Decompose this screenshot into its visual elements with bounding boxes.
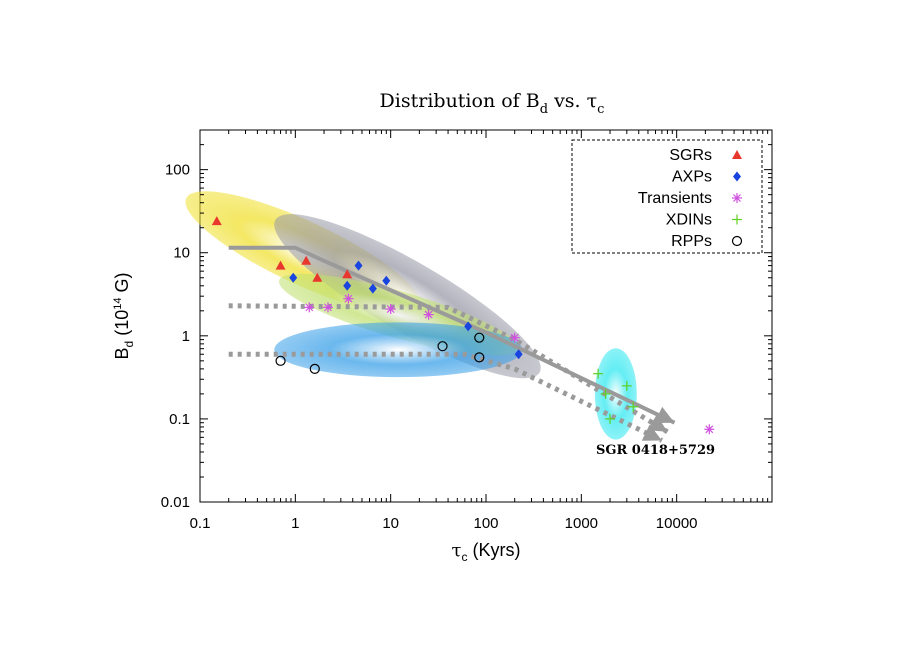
- transients-point: [322, 302, 333, 313]
- rpps-point: [474, 352, 485, 363]
- y-tick-label: 10: [173, 245, 190, 262]
- series-sgrs: [211, 216, 353, 282]
- y-tick-label: 1: [182, 328, 190, 345]
- legend-entries: SGRs AXPs Transients XDINs RPPs: [638, 147, 743, 250]
- legend-label-transients: Transients: [638, 190, 712, 207]
- transients-point: [704, 424, 715, 435]
- legend-label-sgrs: SGRs: [669, 147, 712, 164]
- legend: SGRs AXPs Transients XDINs RPPs: [571, 139, 763, 254]
- x-tick-label: 1000: [565, 515, 598, 532]
- series-transients: [304, 293, 715, 435]
- regions-layer: [185, 191, 637, 440]
- axps-point: [382, 275, 391, 286]
- dotted-track-1: [228, 303, 669, 434]
- dotted-track-2-arrowhead: [641, 424, 662, 441]
- rpps-point: [474, 332, 485, 343]
- series-xdins: [593, 368, 639, 424]
- x-tick-label: 10000: [656, 515, 698, 532]
- sgrs-point: [275, 260, 286, 270]
- annotation-sgr0418: SGR 0418+5729: [596, 443, 715, 458]
- y-axis-label: Bd (1014 G): [112, 273, 136, 360]
- y-tick-label: 0.1: [169, 411, 190, 428]
- axps-point: [368, 283, 377, 294]
- x-tick-label: 10: [382, 515, 399, 532]
- xdins-point: [593, 368, 604, 379]
- axps-point: [464, 321, 473, 332]
- legend-marker-xdins: [732, 214, 742, 225]
- transients-point: [509, 332, 520, 343]
- blue-region: [274, 322, 523, 378]
- xdins-point: [600, 388, 611, 399]
- sgrs-point: [211, 216, 222, 226]
- tracks-layer: [228, 245, 676, 443]
- points-layer: [211, 216, 715, 435]
- series-axps: [289, 260, 523, 360]
- transients-point: [304, 302, 315, 313]
- legend-marker-rpps: [731, 235, 743, 247]
- legend-label-rpps: RPPs: [671, 233, 712, 250]
- y-tick-label: 0.01: [161, 494, 190, 511]
- chart-title: Distribution of Bd vs. τc: [380, 90, 605, 117]
- transients-point: [423, 309, 434, 320]
- y-tick-label: 100: [165, 162, 190, 179]
- dotted-track-1-arrowhead: [647, 414, 668, 432]
- legend-box: [571, 139, 763, 254]
- transients-point: [343, 293, 354, 304]
- x-tick-label: 100: [473, 515, 498, 532]
- x-tick-label: 1: [291, 515, 299, 532]
- legend-marker-transients: [732, 193, 742, 203]
- sgrs-point: [301, 255, 312, 265]
- legend-label-xdins: XDINs: [666, 212, 712, 229]
- x-axis-label: τc (Kyrs): [452, 540, 521, 564]
- rpps-point: [275, 355, 286, 366]
- x-tick-label: 0.1: [190, 515, 211, 532]
- rpps-point: [309, 363, 320, 374]
- sgrs-point: [312, 272, 323, 282]
- axps-point: [514, 349, 523, 360]
- transients-point: [385, 304, 396, 315]
- xdins-point: [605, 413, 616, 424]
- legend-label-axps: AXPs: [672, 169, 712, 186]
- legend-marker-sgrs: [732, 150, 742, 159]
- legend-marker-axps: [733, 171, 741, 182]
- axps-point: [343, 280, 352, 291]
- xdins-point: [621, 380, 632, 391]
- solid-track-arrowhead: [654, 406, 675, 424]
- axps-point: [354, 260, 363, 271]
- rpps-point: [437, 341, 448, 352]
- dotted-track-2: [228, 351, 663, 443]
- axps-point: [289, 272, 298, 283]
- sgrs-point: [342, 269, 353, 279]
- xdins-point: [628, 401, 639, 412]
- annotation-layer: SGR 0418+5729: [596, 443, 715, 458]
- series-rpps: [275, 332, 485, 374]
